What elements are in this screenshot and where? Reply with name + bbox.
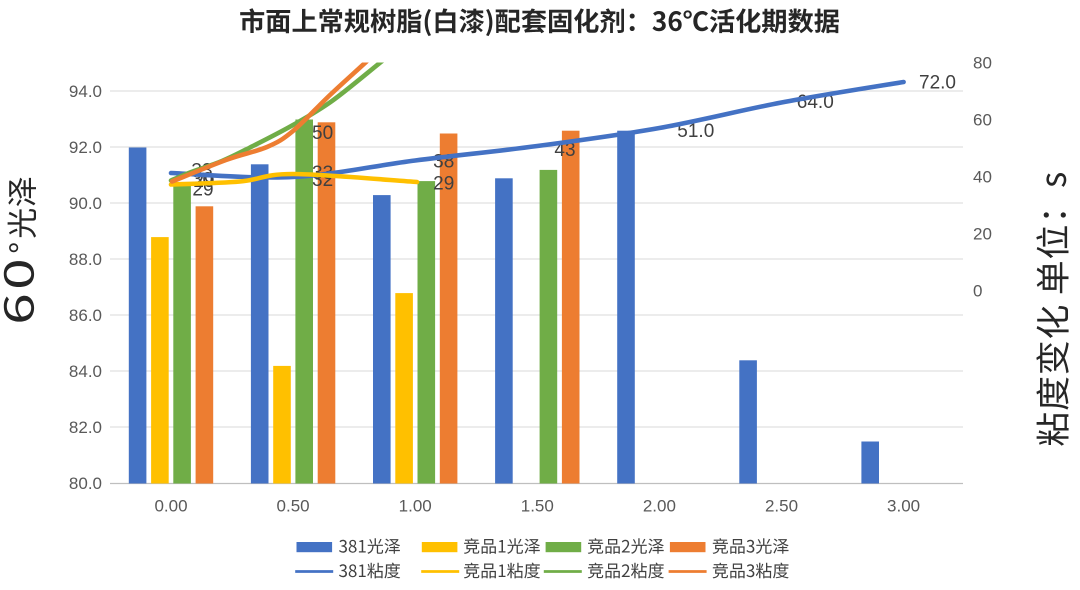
svg-text:1.50: 1.50 bbox=[521, 497, 554, 516]
svg-text:2.00: 2.00 bbox=[643, 497, 676, 516]
svg-text:50: 50 bbox=[312, 123, 333, 144]
svg-text:40: 40 bbox=[973, 168, 992, 187]
svg-text:1.00: 1.00 bbox=[399, 497, 432, 516]
svg-text:51.0: 51.0 bbox=[677, 121, 714, 142]
svg-text:3.00: 3.00 bbox=[887, 497, 920, 516]
svg-text:94.0: 94.0 bbox=[69, 82, 102, 101]
svg-text:88.0: 88.0 bbox=[69, 250, 102, 269]
svg-text:60: 60 bbox=[973, 111, 992, 130]
svg-text:92.0: 92.0 bbox=[69, 138, 102, 157]
svg-text:84.0: 84.0 bbox=[69, 362, 102, 381]
svg-text:72.0: 72.0 bbox=[919, 73, 956, 94]
svg-text:0: 0 bbox=[973, 282, 982, 301]
svg-text:0.00: 0.00 bbox=[154, 497, 187, 516]
svg-text:20: 20 bbox=[973, 225, 992, 244]
svg-text:29: 29 bbox=[433, 174, 454, 195]
svg-text:82.0: 82.0 bbox=[69, 418, 102, 437]
svg-text:90.0: 90.0 bbox=[69, 194, 102, 213]
svg-text:86.0: 86.0 bbox=[69, 306, 102, 325]
svg-text:80: 80 bbox=[973, 54, 992, 73]
svg-text:80.0: 80.0 bbox=[69, 474, 102, 493]
svg-text:0.50: 0.50 bbox=[277, 497, 310, 516]
svg-text:2.50: 2.50 bbox=[765, 497, 798, 516]
